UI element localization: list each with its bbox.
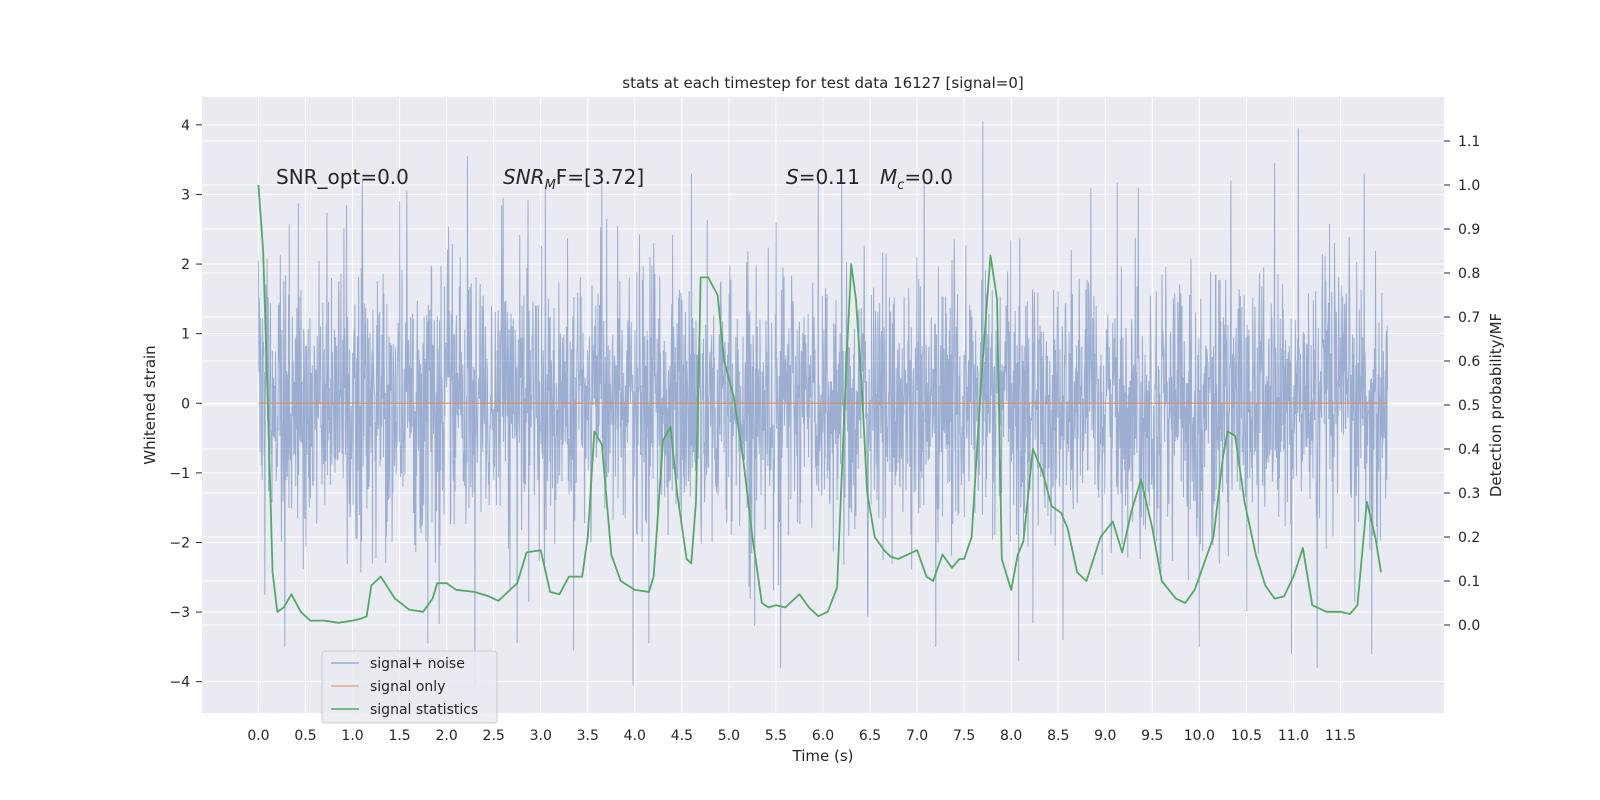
y-tick-label-left: −2 [169, 535, 190, 551]
y-tick-label-left: −3 [169, 605, 190, 621]
y-axis-title-left: Whitened strain [141, 345, 159, 464]
x-tick-label: 6.5 [859, 728, 881, 744]
annotation-snr-mf-main: SNR [503, 165, 545, 189]
legend-label-signal-noise: signal+ noise [370, 656, 465, 672]
annotation-s: S=0.11 [786, 165, 860, 189]
y-tick-label-right: 0.0 [1458, 618, 1480, 634]
annotation-snr-mf-sub: M [545, 178, 556, 193]
y-tick-label-right: 0.1 [1458, 574, 1480, 590]
x-tick-label: 3.5 [577, 728, 599, 744]
y-tick-label-right: 0.5 [1458, 398, 1480, 414]
tick-labels: 0.0 0.5 1.0 1.5 2.0 2.5 3.0 3.5 4.0 4.5 5.0 5.5 6.0 6… [169, 118, 1480, 744]
annotation-mc-rest: =0.0 [904, 165, 953, 189]
y-tick-label-right: 0.3 [1458, 486, 1480, 502]
x-tick-label: 0.0 [247, 728, 269, 744]
x-tick-label: 7.5 [953, 728, 975, 744]
y-tick-label-right: 1.1 [1458, 134, 1480, 150]
y-tick-label-right: 0.7 [1458, 310, 1480, 326]
signal-noise-line [257, 121, 1389, 686]
x-tick-label: 11.5 [1325, 728, 1356, 744]
annotation-snr-mf: SNRMF=[3.72] [503, 165, 644, 193]
x-tick-label: 5.5 [765, 728, 787, 744]
y-tick-label-left: −4 [169, 675, 190, 691]
annotation-s-rest: =0.11 [799, 165, 860, 189]
x-tick-label: 4.0 [624, 728, 646, 744]
x-tick-label: 5.0 [718, 728, 740, 744]
chart-title: stats at each timestep for test data 161… [622, 74, 1023, 92]
x-tick-label: 2.0 [436, 728, 458, 744]
legend-label-signal-only: signal only [370, 679, 445, 695]
y-tick-label-right: 0.9 [1458, 222, 1480, 238]
x-tick-label: 4.5 [671, 728, 693, 744]
x-tick-label: 3.0 [530, 728, 552, 744]
legend: signal+ noise signal only signal statist… [321, 650, 498, 724]
x-tick-label: 8.5 [1047, 728, 1069, 744]
annotation-snr-opt: SNR_opt=0.0 [276, 165, 409, 189]
annotation-s-var: S [786, 165, 799, 189]
signal-noise-series [257, 121, 1389, 686]
annotation-snr-mf-rest: F=[3.72] [556, 165, 644, 189]
line-series [257, 184, 1388, 624]
x-tick-label: 7.0 [906, 728, 928, 744]
y-tick-label-left: 3 [181, 187, 190, 203]
y-tick-label-right: 1.0 [1458, 178, 1480, 194]
annotation-mc: Mc=0.0 [880, 165, 953, 193]
y-tick-label-right: 0.6 [1458, 354, 1480, 370]
x-axis-title: Time (s) [792, 747, 854, 765]
y-tick-label-right: 0.8 [1458, 266, 1480, 282]
x-tick-label: 8.0 [1000, 728, 1022, 744]
x-tick-label: 10.0 [1184, 728, 1215, 744]
x-tick-label: 10.5 [1231, 728, 1262, 744]
x-tick-label: 1.0 [341, 728, 363, 744]
annotation-mc-main: M [880, 165, 897, 189]
x-tick-label: 2.5 [483, 728, 505, 744]
y-tick-label-left: 4 [181, 118, 190, 134]
x-tick-label: 1.5 [388, 728, 410, 744]
x-tick-label: 9.5 [1141, 728, 1163, 744]
signal-statistics-line [257, 184, 1382, 624]
x-tick-label: 11.0 [1278, 728, 1309, 744]
x-tick-label: 0.5 [294, 728, 316, 744]
y-tick-label-left: 1 [181, 327, 190, 343]
y-axis-title-right: Detection probability/MF [1487, 313, 1505, 497]
y-tick-label-right: 0.4 [1458, 442, 1480, 458]
y-tick-label-left: 0 [181, 396, 190, 412]
x-tick-label: 9.0 [1094, 728, 1116, 744]
legend-box [321, 650, 498, 724]
annotation-mc-sub: c [897, 178, 904, 193]
y-tick-label-left: 2 [181, 257, 190, 273]
y-tick-label-right: 0.2 [1458, 530, 1480, 546]
legend-label-signal-statistics: signal statistics [370, 702, 478, 718]
x-tick-label: 6.0 [812, 728, 834, 744]
y-tick-label-left: −1 [169, 466, 190, 482]
